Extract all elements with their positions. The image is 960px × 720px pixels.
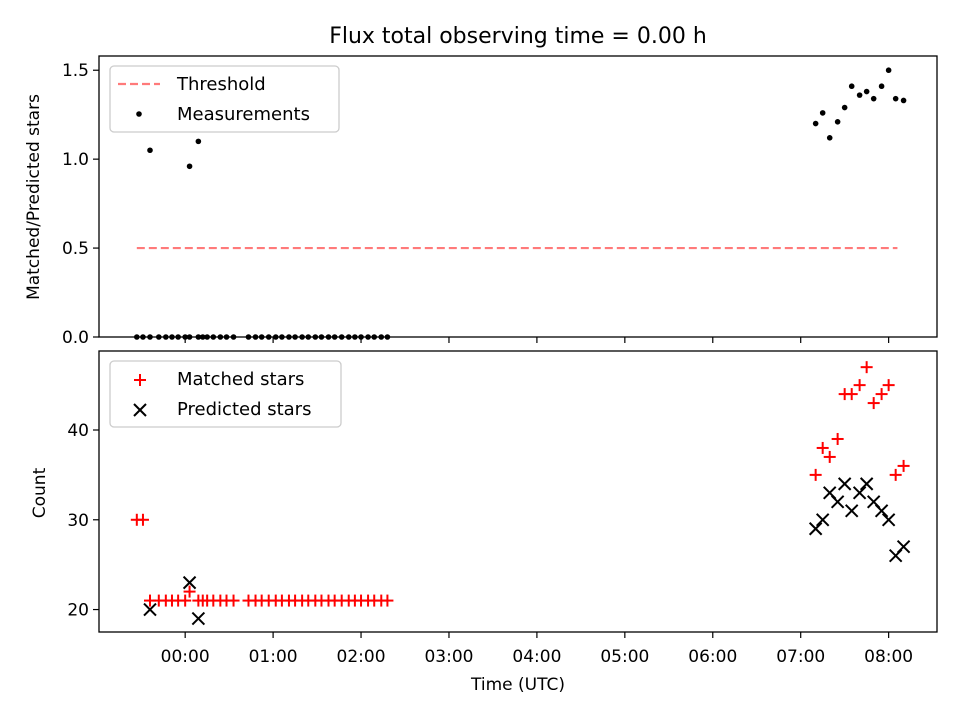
predicted-star-point <box>874 504 889 518</box>
bottom-xtick-label: 02:00 <box>337 647 386 667</box>
x-axis-label: Time (UTC) <box>470 675 565 695</box>
matched-star-point <box>823 450 836 463</box>
matched-star-point <box>882 379 895 392</box>
bottom-panel: 20 30 40 00:00 01:00 02:00 03:00 04:00 05:00 06:… <box>30 350 938 695</box>
top-panel: 0.0 0.5 1.0 1.5 Matched/Predicted stars Thr… <box>24 55 938 348</box>
top-ytick-label: 1.5 <box>62 61 89 81</box>
matched-star-point <box>381 594 394 607</box>
legend-measurements-swatch <box>136 111 142 117</box>
predicted-star-point <box>815 513 830 527</box>
measurement-point <box>826 135 833 141</box>
measurement-point <box>900 97 907 104</box>
measurement-point <box>147 147 153 154</box>
bottom-xtick-label: 05:00 <box>600 647 649 667</box>
bottom-legend-box <box>109 360 342 428</box>
measurement-point <box>848 83 855 90</box>
measurement-point <box>878 83 885 90</box>
top-ytick-label: 0.0 <box>62 328 89 348</box>
matched-star-point <box>136 513 149 526</box>
measurement-point <box>892 95 899 102</box>
top-legend-box <box>109 65 340 133</box>
legend-matched-label: Matched stars <box>177 369 304 390</box>
top-axes-frame <box>98 55 938 338</box>
predicted-star-point <box>896 540 911 554</box>
matched-star-point <box>860 361 873 374</box>
matched-star-point <box>875 388 888 401</box>
top-legend: Threshold Measurements <box>109 65 340 133</box>
measurement-point <box>841 104 848 111</box>
matched-star-point <box>809 468 822 481</box>
predicted-star-point <box>837 477 852 491</box>
legend-matched-swatch <box>134 374 146 386</box>
predicted-star-point <box>182 575 197 590</box>
matched-star-point <box>179 594 192 607</box>
bottom-yticks: 20 30 40 <box>67 421 99 621</box>
bottom-xtick-label: 01:00 <box>249 647 298 667</box>
matched-star-point <box>867 397 880 410</box>
bottom-xtick-label: 04:00 <box>512 647 561 667</box>
bottom-xticks: 00:00 01:00 02:00 03:00 04:00 05:00 06:00 07:00… <box>161 632 913 667</box>
bottom-xtick-label: 07:00 <box>776 647 825 667</box>
bottom-marks <box>130 361 911 626</box>
bottom-y-axis-label: Count <box>30 467 50 518</box>
measurement-point <box>195 138 202 145</box>
predicted-star-point <box>859 477 874 491</box>
top-ytick-label: 0.5 <box>62 239 89 259</box>
matched-star-point <box>845 388 858 401</box>
top-xticks <box>184 337 890 343</box>
legend-measurements-label: Measurements <box>177 104 310 125</box>
measurement-point <box>812 120 819 127</box>
measurement-point <box>186 163 193 170</box>
bottom-xtick-label: 03:00 <box>424 647 473 667</box>
bottom-ytick-label: 20 <box>67 601 89 621</box>
bottom-axes-frame <box>98 350 938 633</box>
predicted-star-point <box>852 486 867 500</box>
predicted-star-point <box>808 522 823 536</box>
measurement-point <box>819 110 826 116</box>
top-y-axis-label: Matched/Predicted stars <box>24 94 44 300</box>
bottom-xtick-label: 08:00 <box>864 647 913 667</box>
bottom-legend: Matched stars Predicted stars <box>109 360 342 428</box>
matched-star-point <box>853 379 866 392</box>
legend-predicted-swatch <box>133 403 147 417</box>
predicted-star-point <box>143 602 157 617</box>
matched-star-point <box>831 432 844 445</box>
top-yticks: 0.0 0.5 1.0 1.5 <box>62 61 99 348</box>
measurement-point <box>870 95 877 102</box>
chart-title: Flux total observing time = 0.00 h <box>329 24 707 49</box>
matched-star-point <box>227 594 240 607</box>
matched-star-point <box>183 585 196 598</box>
measurement-point <box>856 92 863 98</box>
matched-star-point <box>897 459 910 472</box>
bottom-ytick-label: 40 <box>67 421 89 441</box>
predicted-star-point <box>844 504 859 518</box>
predicted-star-point <box>830 495 845 509</box>
bottom-xtick-label: 06:00 <box>688 647 737 667</box>
bottom-xtick-label: 00:00 <box>161 647 210 667</box>
legend-threshold-label: Threshold <box>176 74 266 95</box>
top-ytick-label: 1.0 <box>62 150 89 170</box>
measurement-point <box>863 88 870 95</box>
legend-predicted-label: Predicted stars <box>177 399 311 420</box>
measurement-point <box>885 67 892 74</box>
predicted-star-point <box>881 513 896 527</box>
measurement-point <box>834 119 841 125</box>
matched-star-point <box>816 441 829 454</box>
bottom-ytick-label: 30 <box>67 511 89 531</box>
matched-star-point <box>889 468 902 481</box>
predicted-star-point <box>191 611 206 626</box>
